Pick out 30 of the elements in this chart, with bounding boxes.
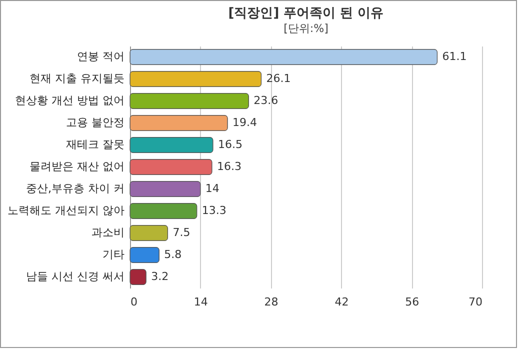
y-tick-label: 과소비 xyxy=(92,226,124,239)
x-tick-label: 42 xyxy=(334,296,349,308)
x-tick-label: 56 xyxy=(405,296,420,308)
y-tick-label: 기타 xyxy=(102,248,124,261)
y-tick-label: 물려받은 재산 없어 xyxy=(30,160,124,173)
data-label: 26.1 xyxy=(266,72,291,85)
data-label: 14 xyxy=(205,182,220,195)
y-tick-label: 남들 시선 신경 써서 xyxy=(26,270,124,283)
data-label: 19.4 xyxy=(232,116,258,129)
x-tick-label: 70 xyxy=(468,296,482,308)
y-tick-label: 현재 지출 유지될듯 xyxy=(30,72,124,85)
y-tick-label: 연봉 적어 xyxy=(77,50,124,63)
x-tick-label: 14 xyxy=(194,296,208,308)
data-label: 61.1 xyxy=(442,50,467,63)
y-tick-label: 재테크 잘못 xyxy=(66,138,124,151)
y-tick-label: 고용 불안정 xyxy=(66,116,124,129)
chart-subtitle: [단위:%] xyxy=(284,22,328,35)
y-tick-label: 중산,부유층 차이 커 xyxy=(26,182,124,195)
data-label: 16.3 xyxy=(216,160,242,173)
data-label: 5.8 xyxy=(164,248,182,261)
y-tick-label: 노력해도 개선되지 않아 xyxy=(8,204,124,217)
y-tick-label: 현상황 개선 방법 없어 xyxy=(15,94,124,107)
data-label: 3.2 xyxy=(151,270,169,283)
data-label: 7.5 xyxy=(172,226,190,239)
data-label: 13.3 xyxy=(202,204,226,217)
chart-title: [직장인] 푸어족이 된 이유 xyxy=(228,6,384,21)
x-tick-label: 0 xyxy=(130,296,138,308)
data-label: 16.5 xyxy=(218,138,242,151)
data-label: 23.6 xyxy=(254,94,278,107)
x-tick-label: 28 xyxy=(264,296,278,308)
